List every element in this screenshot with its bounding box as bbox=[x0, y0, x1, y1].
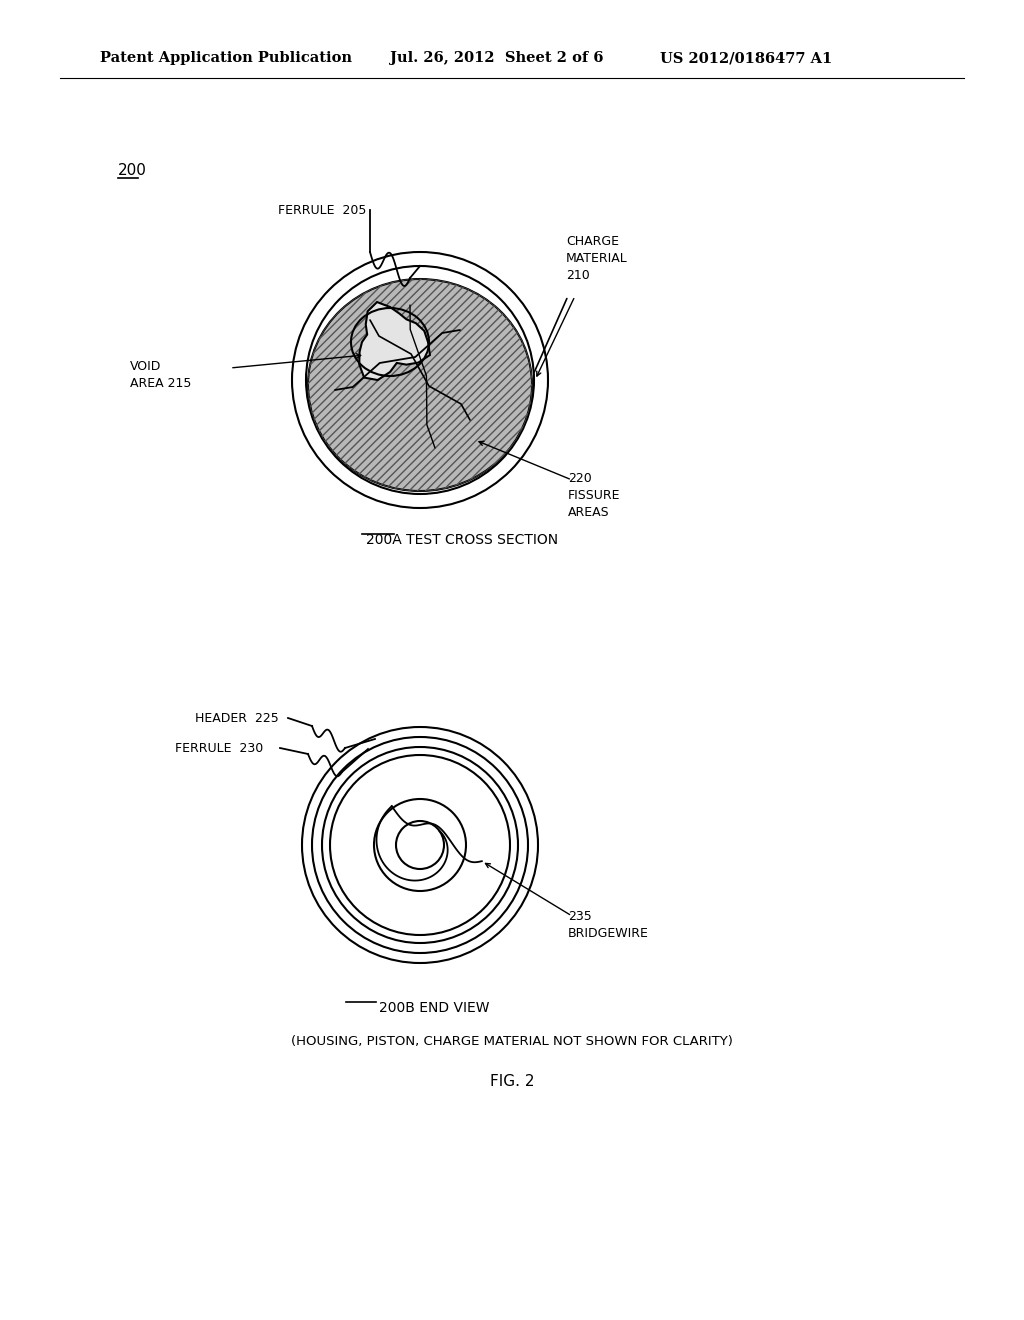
Circle shape bbox=[330, 755, 510, 935]
Text: 220
FISSURE
AREAS: 220 FISSURE AREAS bbox=[568, 473, 621, 519]
Text: 200A TEST CROSS SECTION: 200A TEST CROSS SECTION bbox=[366, 533, 558, 546]
Text: VOID
AREA 215: VOID AREA 215 bbox=[130, 360, 191, 389]
Text: FERRULE  205: FERRULE 205 bbox=[278, 203, 367, 216]
Text: (HOUSING, PISTON, CHARGE MATERIAL NOT SHOWN FOR CLARITY): (HOUSING, PISTON, CHARGE MATERIAL NOT SH… bbox=[291, 1035, 733, 1048]
Text: HEADER  225: HEADER 225 bbox=[195, 711, 279, 725]
Text: Patent Application Publication: Patent Application Publication bbox=[100, 51, 352, 65]
Text: 200: 200 bbox=[118, 162, 146, 178]
Text: FERRULE  230: FERRULE 230 bbox=[175, 742, 263, 755]
Text: US 2012/0186477 A1: US 2012/0186477 A1 bbox=[660, 51, 833, 65]
Circle shape bbox=[306, 267, 534, 494]
Circle shape bbox=[374, 799, 466, 891]
Circle shape bbox=[322, 747, 518, 942]
Circle shape bbox=[312, 737, 528, 953]
Circle shape bbox=[292, 252, 548, 508]
Text: CHARGE
MATERIAL
210: CHARGE MATERIAL 210 bbox=[566, 235, 628, 282]
Text: 235
BRIDGEWIRE: 235 BRIDGEWIRE bbox=[568, 909, 649, 940]
Polygon shape bbox=[359, 302, 430, 380]
Text: Jul. 26, 2012  Sheet 2 of 6: Jul. 26, 2012 Sheet 2 of 6 bbox=[390, 51, 603, 65]
Circle shape bbox=[302, 727, 538, 964]
Text: 200B END VIEW: 200B END VIEW bbox=[379, 1001, 489, 1015]
Ellipse shape bbox=[308, 279, 532, 491]
Text: FIG. 2: FIG. 2 bbox=[489, 1074, 535, 1089]
Circle shape bbox=[396, 821, 444, 869]
